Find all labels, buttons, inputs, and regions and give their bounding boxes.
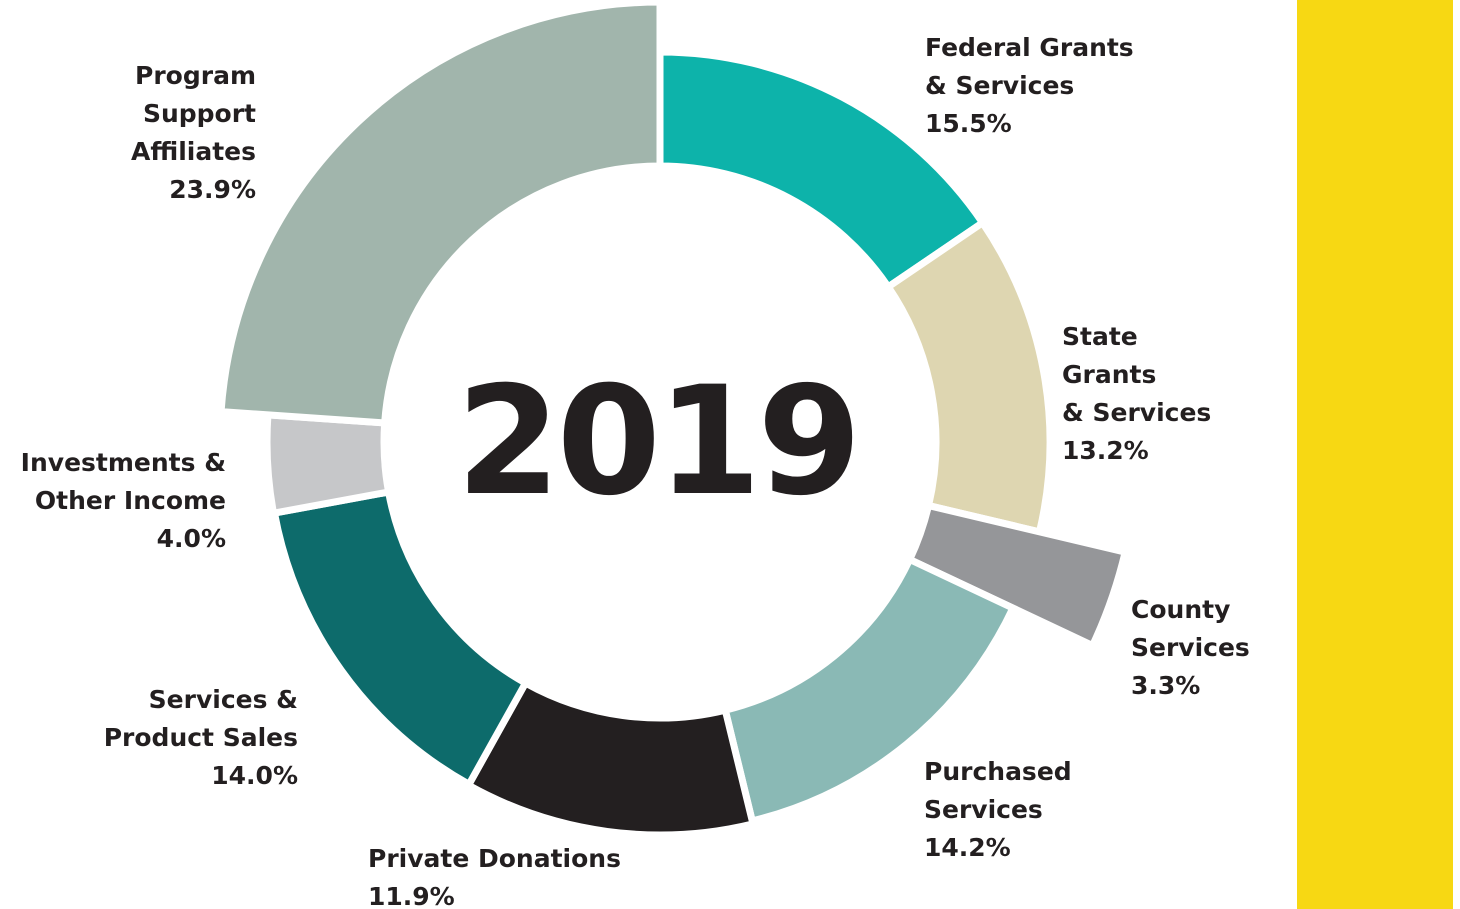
donut-segment [263,411,393,518]
segment-value-label: 13.2% [1062,436,1149,465]
segment-label: Investments & Other Income [21,448,226,515]
segment-value-label: 15.5% [925,109,1012,138]
segment-value-label: 4.0% [157,524,226,553]
segment-label: State Grants & Services [1062,322,1211,427]
donut-segment [883,217,1054,537]
segment-label: Purchased Services [924,757,1072,824]
segment-label: Federal Grants & Services [925,33,1134,100]
segment-value-label: 11.9% [368,882,455,909]
center-title: 2019 [456,355,857,529]
segment-value-label: 14.0% [211,761,298,790]
segment-value-label: 3.3% [1131,671,1200,700]
segment-label: County Services [1131,595,1250,662]
side-bar [1297,0,1453,909]
donut-segment [217,0,664,427]
donut-segment [270,487,531,790]
segment-label: Program Support Affiliates [131,61,256,166]
segment-value-label: 23.9% [169,175,256,204]
segment-label: Private Donations [368,844,621,873]
segment-label: Services & Product Sales [104,685,298,752]
segment-value-label: 14.2% [924,833,1011,862]
